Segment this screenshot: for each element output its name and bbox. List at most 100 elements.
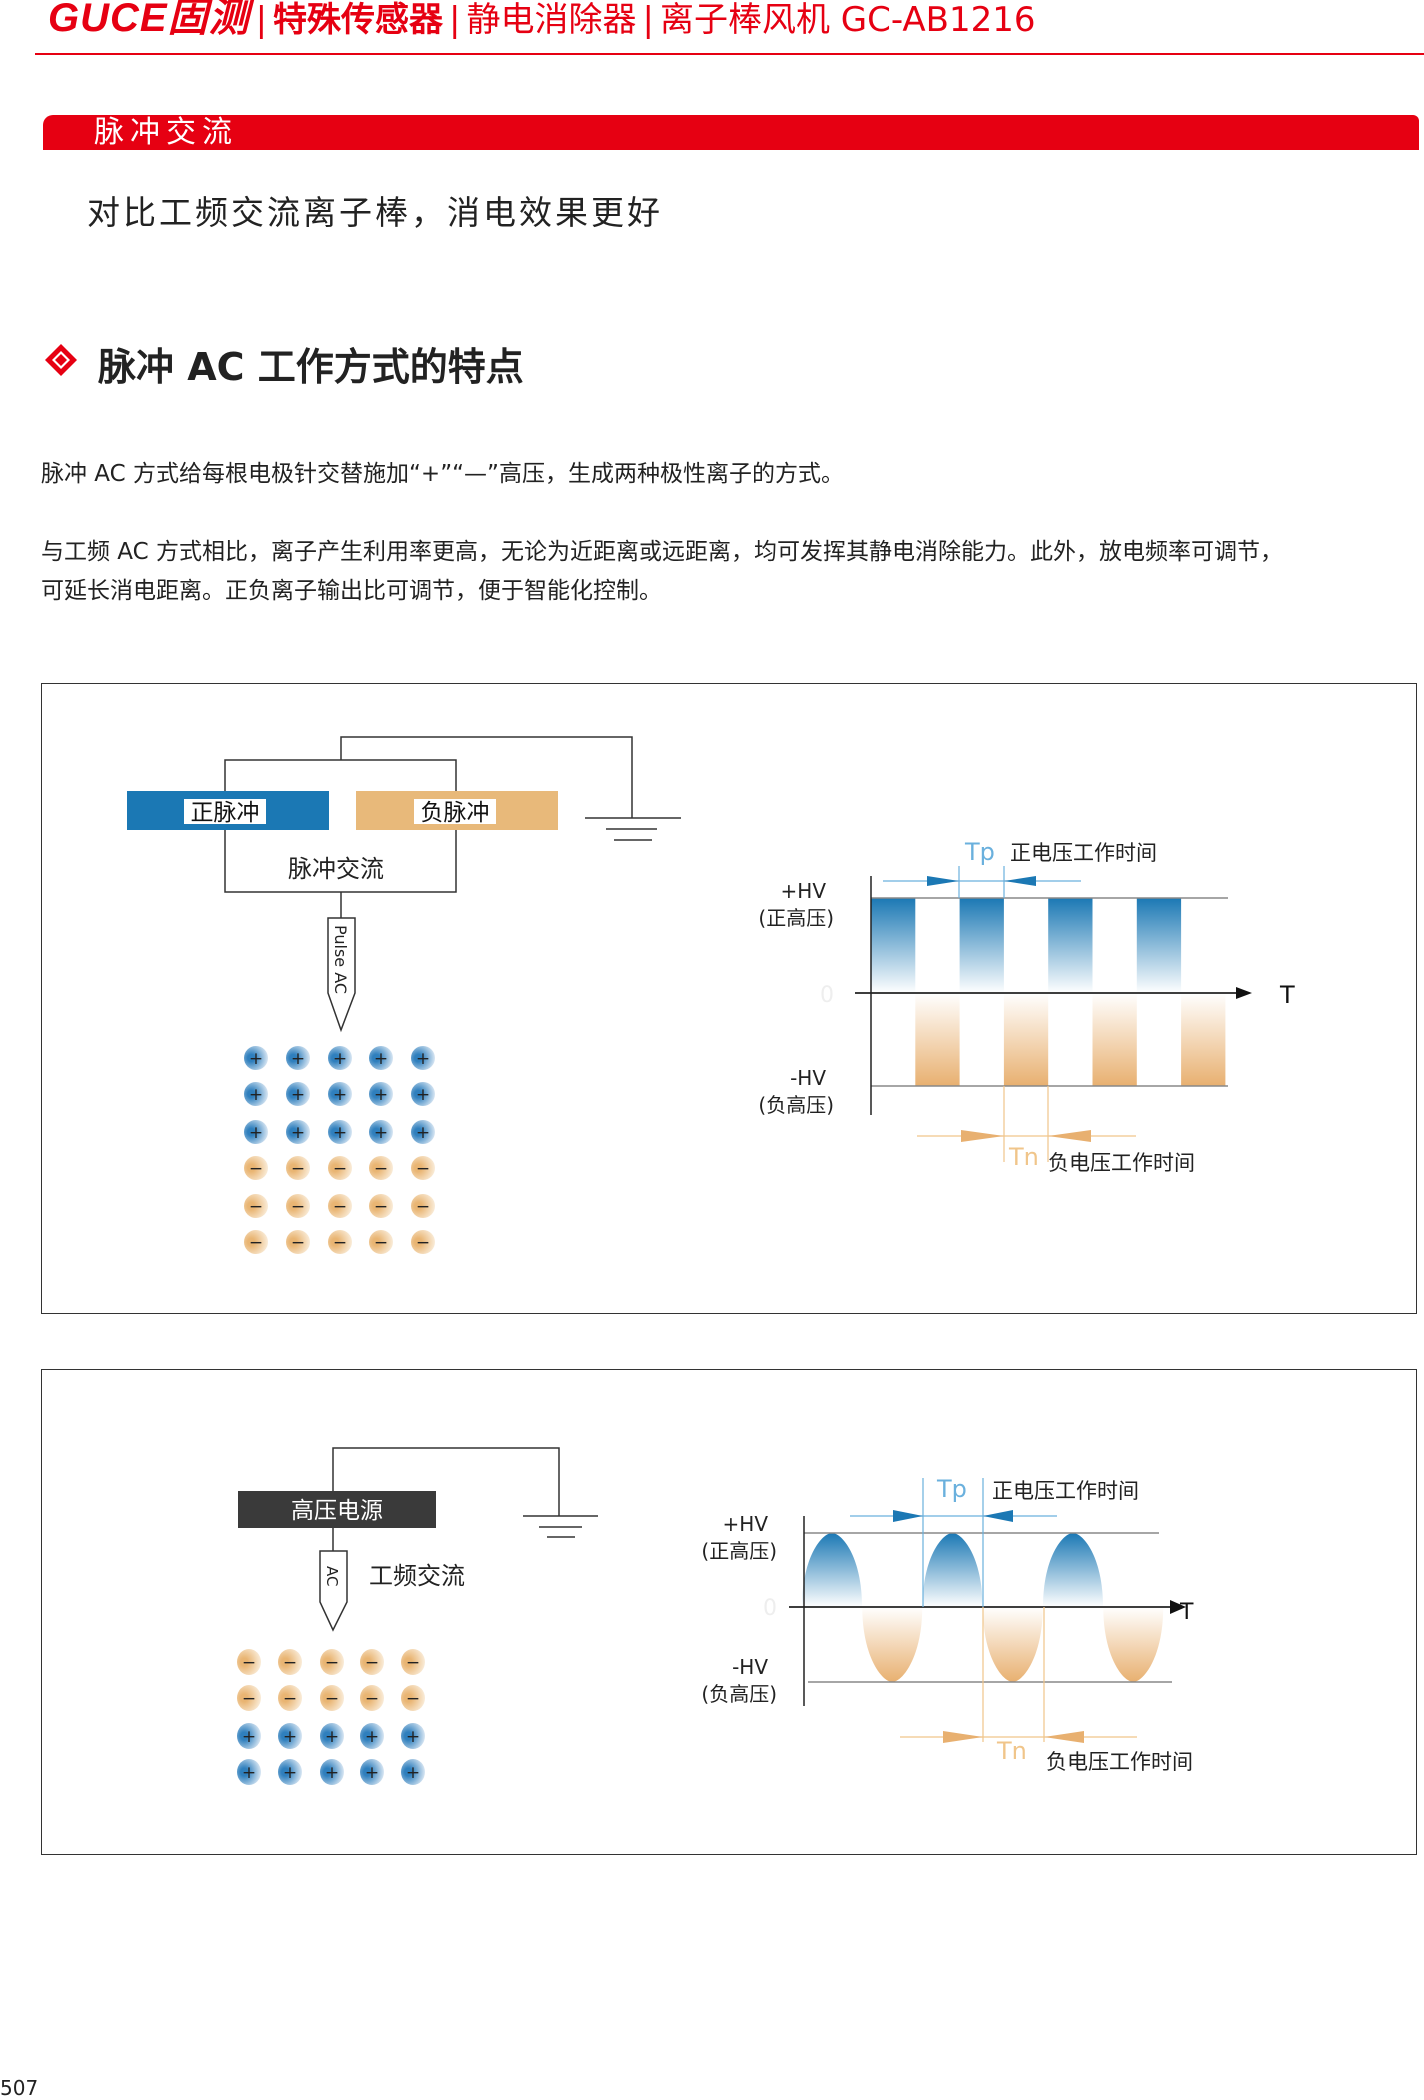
probe-label: Pulse AC	[331, 925, 350, 994]
negative-pulse-bar	[915, 993, 960, 1086]
ion-sign: +	[325, 1763, 339, 1783]
arrow-right-icon	[927, 876, 959, 886]
positive-ion-icon: +	[278, 1723, 302, 1749]
positive-ion-icon: +	[360, 1759, 384, 1785]
page-header: GUCE固测 | 特殊传感器 | 静电消除器 | 离子棒风机 GC-AB1216	[48, 0, 1036, 42]
ion-sign: +	[291, 1049, 305, 1069]
positive-ion-icon: +	[278, 1759, 302, 1785]
ion-sign: −	[333, 1233, 347, 1253]
ion-sign: +	[406, 1763, 420, 1783]
arrow-left-icon	[1044, 1731, 1084, 1743]
ion-grid: − − − − − − − − − − + + + + + + + + + +	[237, 1649, 425, 1785]
ac-waveform: T 0 +HV (正高压) -HV (负高压) Tp 正电压工作时间 Tn 负电…	[701, 1475, 1194, 1774]
ground-icon	[585, 817, 681, 841]
ground-icon	[523, 1515, 598, 1538]
positive-ion-icon: +	[401, 1759, 425, 1785]
negative-ion-icon: −	[411, 1156, 435, 1180]
ac-type-label: 工频交流	[369, 1562, 465, 1590]
arrow-right-icon	[893, 1510, 923, 1522]
ion-sign: −	[365, 1689, 379, 1709]
ion-sign: +	[249, 1085, 263, 1105]
negative-pulse-label: 负脉冲	[421, 800, 490, 826]
ion-sign: −	[291, 1197, 305, 1217]
positive-pulse-bar	[1136, 898, 1182, 993]
hv-neg-label: -HV	[732, 1655, 768, 1679]
ion-sign: −	[242, 1689, 256, 1709]
ion-sign: −	[406, 1689, 420, 1709]
negative-ion-icon: −	[369, 1194, 393, 1218]
hv-pos-cn-label: (正高压)	[758, 906, 834, 930]
ion-sign: +	[374, 1123, 388, 1143]
section-bar-label: 脉冲交流	[94, 115, 238, 150]
positive-half-wave	[922, 1533, 983, 1607]
ion-sign: −	[333, 1159, 347, 1179]
paragraph: 脉冲 AC 方式给每根电极针交替施加“+”“—”高压，生成两种极性离子的方式。	[41, 461, 844, 487]
hv-neg-cn-label: (负高压)	[758, 1093, 834, 1117]
positive-ion-icon: +	[244, 1082, 268, 1106]
ion-sign: −	[283, 1653, 297, 1673]
ion-sign: +	[333, 1123, 347, 1143]
negative-pulse-bar	[1181, 993, 1226, 1086]
ion-sign: −	[365, 1653, 379, 1673]
tn-dimension	[900, 1607, 1137, 1742]
hv-pos-label: +HV	[781, 879, 827, 903]
arrow-left-icon	[1004, 876, 1036, 886]
ac-diagram-frame	[41, 1369, 1417, 1855]
negative-ion-icon: −	[401, 1649, 425, 1675]
negative-ion-icon: −	[286, 1230, 310, 1254]
ion-sign: +	[374, 1049, 388, 1069]
negative-half-wave	[1103, 1607, 1164, 1682]
arrow-right-icon	[961, 1130, 1004, 1142]
positive-ion-icon: +	[328, 1082, 352, 1106]
tn-description: 负电压工作时间	[1048, 1151, 1195, 1175]
diamond-bullet-icon	[45, 344, 77, 376]
positive-ion-icon: +	[244, 1120, 268, 1144]
ion-sign: +	[416, 1049, 430, 1069]
positive-ion-icon: +	[328, 1120, 352, 1144]
negative-half-wave	[982, 1607, 1043, 1682]
pulse-waveform: T 0 +HV (正高压) -HV (负高压) Tp 正电压工作时间 Tn 负电…	[758, 838, 1295, 1175]
ion-sign: −	[325, 1653, 339, 1673]
hv-neg-cn-label: (负高压)	[701, 1682, 777, 1706]
hv-pos-cn-label: (正高压)	[701, 1539, 777, 1563]
arrow-right-icon	[1170, 1600, 1186, 1614]
positive-ion-icon: +	[411, 1120, 435, 1144]
ion-sign: +	[242, 1727, 256, 1747]
hv-pos-label: +HV	[723, 1512, 769, 1536]
ion-sign: +	[242, 1763, 256, 1783]
ion-sign: −	[325, 1689, 339, 1709]
tn-description: 负电压工作时间	[1046, 1750, 1193, 1774]
zero-label: 0	[820, 983, 834, 1008]
ion-sign: −	[416, 1197, 430, 1217]
tp-description: 正电压工作时间	[992, 1479, 1139, 1503]
header-divider	[35, 53, 1424, 55]
ion-sign: −	[249, 1197, 263, 1217]
negative-ion-icon: −	[328, 1194, 352, 1218]
positive-ion-icon: +	[244, 1046, 268, 1070]
ion-sign: +	[416, 1085, 430, 1105]
arrow-left-icon	[1048, 1130, 1091, 1142]
ion-grid: + + + + + + + + + + + + + + + − − − − − − − − − − − − − − −	[244, 1046, 435, 1254]
tn-label: Tn	[996, 1737, 1027, 1765]
tp-dimension	[850, 1478, 1057, 1607]
paragraph: 可延长消电距离。正负离子输出比可调节，便于智能化控制。	[41, 578, 662, 604]
ion-sign: −	[374, 1159, 388, 1179]
hv-neg-label: -HV	[790, 1066, 826, 1090]
ion-sign: −	[283, 1689, 297, 1709]
ion-sign: −	[374, 1197, 388, 1217]
ion-sign: +	[374, 1085, 388, 1105]
ion-sign: −	[406, 1653, 420, 1673]
negative-ion-icon: −	[360, 1685, 384, 1711]
ion-sign: −	[249, 1233, 263, 1253]
arrow-right-icon	[943, 1731, 983, 1743]
pulse-ac-diagram-frame	[41, 683, 1417, 1314]
negative-ion-icon: −	[320, 1685, 344, 1711]
positive-ion-icon: +	[237, 1723, 261, 1749]
ion-sign: +	[283, 1727, 297, 1747]
negative-ion-icon: −	[401, 1685, 425, 1711]
positive-ion-icon: +	[411, 1046, 435, 1070]
negative-ion-icon: −	[320, 1649, 344, 1675]
page-number: 507	[0, 2076, 39, 2100]
negative-ion-icon: −	[237, 1649, 261, 1675]
ion-sign: +	[291, 1123, 305, 1143]
